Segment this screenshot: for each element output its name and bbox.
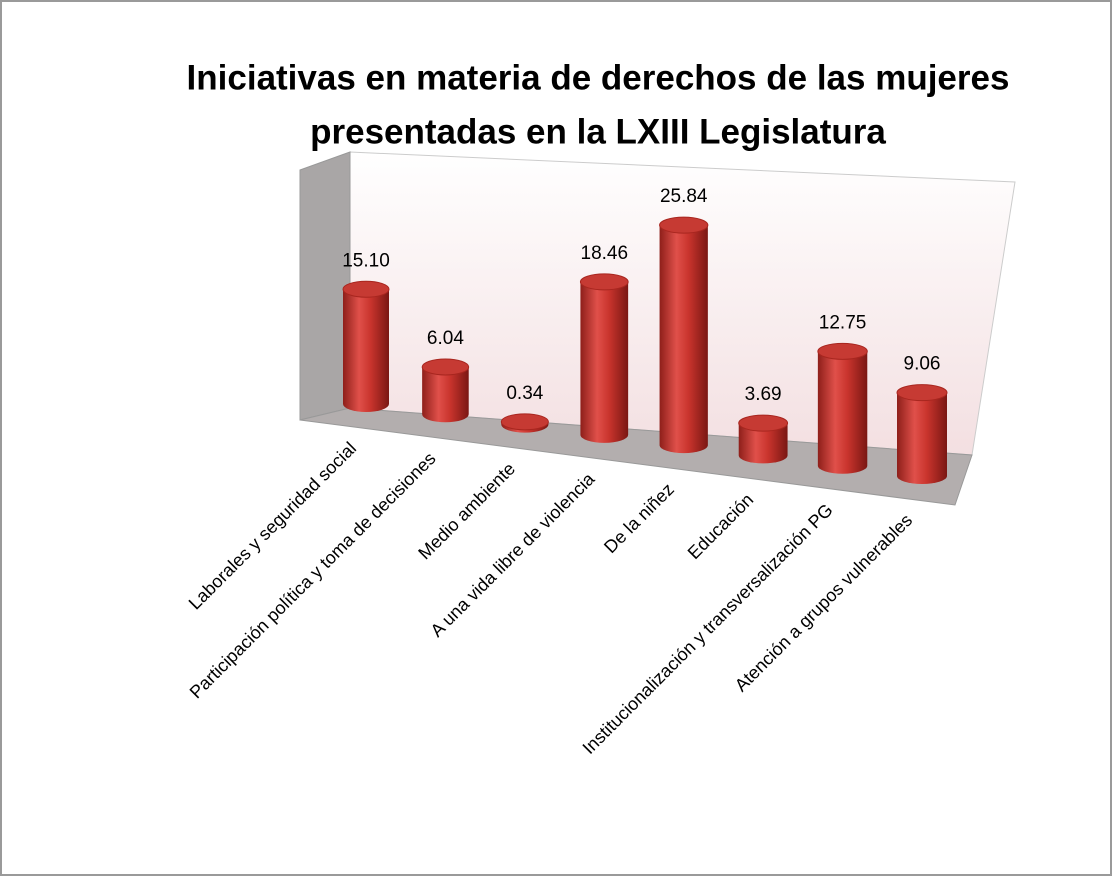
bar (738, 414, 789, 464)
bar-body (580, 281, 629, 443)
value-label: 18.46 (581, 243, 629, 264)
bar-top (342, 280, 390, 298)
bar (421, 358, 470, 423)
bar-top (817, 342, 868, 360)
bar-top (738, 414, 789, 432)
value-label: 9.06 (904, 354, 941, 375)
chart-title: presentadas en la LXIII Legislatura (310, 112, 886, 151)
bar (896, 384, 948, 484)
bar (579, 273, 629, 443)
bar-body (422, 367, 469, 423)
bar-top (500, 413, 549, 431)
bar (342, 280, 390, 412)
chart-title: Iniciativas en materia de derechos de la… (187, 58, 1010, 97)
side-wall (299, 151, 351, 421)
bar-body (343, 289, 389, 412)
bar-top (896, 384, 948, 402)
value-label: 3.69 (745, 384, 782, 405)
bar-body (738, 423, 788, 464)
bar-top (421, 358, 470, 376)
floor (299, 407, 973, 506)
value-label: 15.10 (342, 250, 390, 271)
bar-top (579, 273, 629, 291)
value-label: 25.84 (660, 186, 708, 207)
bar (500, 413, 549, 433)
bar-top (659, 216, 709, 234)
bar (659, 216, 709, 454)
bar-body (817, 351, 868, 474)
bar (817, 342, 868, 474)
bar-body (659, 225, 708, 454)
value-label: 0.34 (506, 383, 543, 404)
bar-body (897, 392, 947, 484)
value-label: 12.75 (819, 312, 867, 333)
value-label: 6.04 (427, 328, 464, 349)
